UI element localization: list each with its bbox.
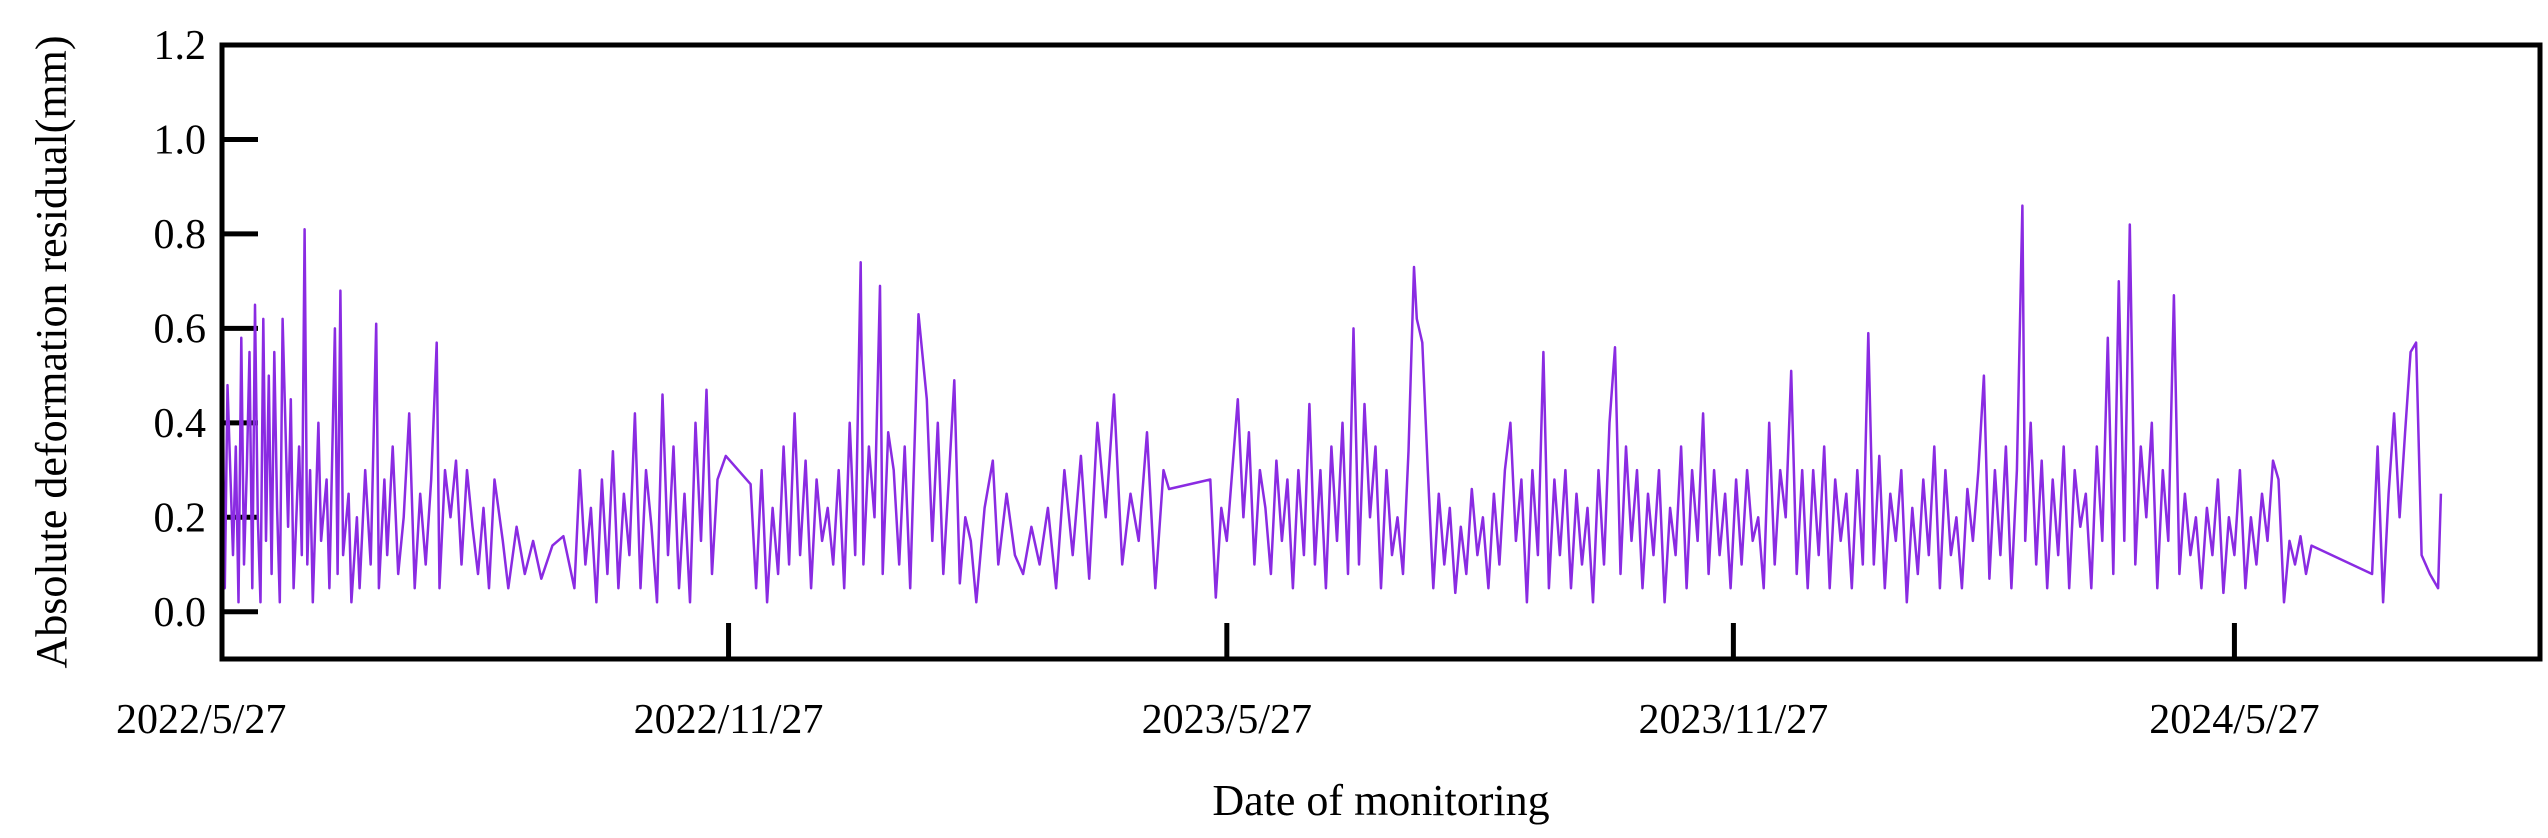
x-tick-label: 2023/11/27 [1638,697,1828,743]
x-axis-title: Date of monitoring [1212,776,1549,825]
x-tick-label: 2022/11/27 [634,697,824,743]
residual-series-line [220,204,2443,604]
x-axis-ticks: 2022/5/27 2022/11/27 2023/5/27 2023/11/27 20… [116,623,2320,743]
y-tick-label: 0.6 [154,306,207,352]
y-axis-ticks: 0.0 0.2 0.4 0.6 0.8 1.0 1.2 [154,23,258,636]
x-tick-label: 2024/5/27 [2149,697,2319,743]
x-tick-label: 2022/5/27 [116,697,286,743]
plot-frame [219,42,2543,662]
y-tick-label: 0.2 [154,495,207,541]
y-tick-label: 0.0 [154,590,207,636]
y-tick-label: 0.4 [154,401,207,447]
y-axis-title: Absolute deformation residual(mm) [27,36,76,669]
y-tick-label: 1.2 [154,23,207,69]
x-tick-label: 2023/5/27 [1142,697,1312,743]
y-tick-label: 1.0 [154,117,207,163]
y-tick-label: 0.8 [154,212,207,258]
